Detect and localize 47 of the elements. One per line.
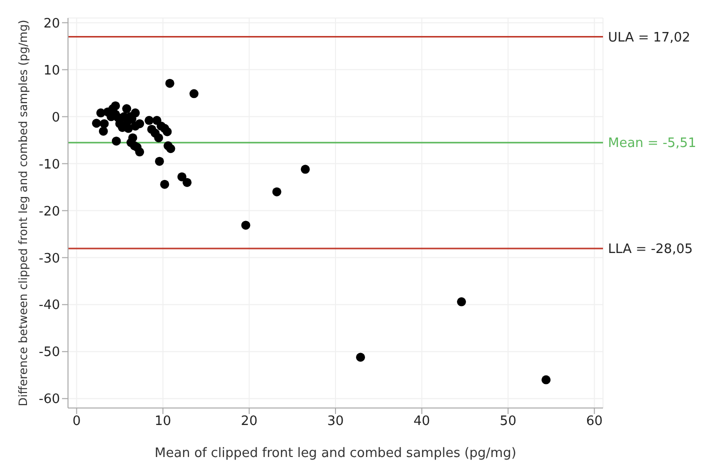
point (542, 375, 551, 384)
point (356, 352, 366, 362)
point (182, 178, 192, 187)
point (100, 119, 109, 128)
point (135, 147, 144, 156)
point (122, 104, 132, 114)
point (189, 89, 198, 98)
point (124, 124, 133, 133)
y-tick-label: -30 (38, 251, 60, 266)
point (130, 108, 140, 118)
point (135, 119, 144, 128)
point (456, 297, 466, 306)
ref-line-label: ULA = 17,02 (608, 30, 690, 46)
x-tick-label: 40 (414, 414, 430, 430)
point (165, 78, 174, 88)
y-axis-title: Difference between clipped front leg and combed samples (pg/mg) (16, 20, 30, 406)
point (241, 220, 250, 230)
x-tick-label: 20 (240, 414, 258, 430)
point (98, 126, 108, 136)
y-tick-label: -50 (38, 345, 60, 360)
point (112, 136, 121, 146)
point (300, 164, 310, 174)
point (166, 144, 176, 154)
point (154, 156, 164, 166)
y-tick-label: -60 (38, 392, 60, 408)
x-tick-label: 30 (327, 414, 344, 430)
y-tick-label: 20 (43, 16, 60, 32)
point (92, 118, 101, 128)
y-tick-label: 0 (52, 110, 60, 126)
x-axis-title: Mean of clipped front leg and combed samples (pg/mg) (154, 446, 516, 462)
ref-line-label: LLA = -28,05 (608, 242, 693, 258)
point (160, 180, 170, 189)
ref-line-label: Mean = -5,51 (608, 136, 696, 152)
point (154, 133, 164, 142)
y-tick-label: -40 (38, 298, 60, 314)
x-tick-label: 50 (500, 414, 516, 430)
point (110, 101, 120, 110)
x-tick-label: 10 (154, 414, 172, 430)
x-tick-label: 60 (586, 414, 603, 430)
y-tick-label: 10 (43, 63, 60, 78)
point (177, 172, 186, 182)
point (144, 116, 154, 125)
y-tick-label: -10 (38, 157, 60, 172)
point (162, 127, 172, 136)
point (272, 187, 282, 196)
x-tick-label: 0 (72, 414, 81, 430)
y-tick-label: -20 (38, 204, 60, 220)
